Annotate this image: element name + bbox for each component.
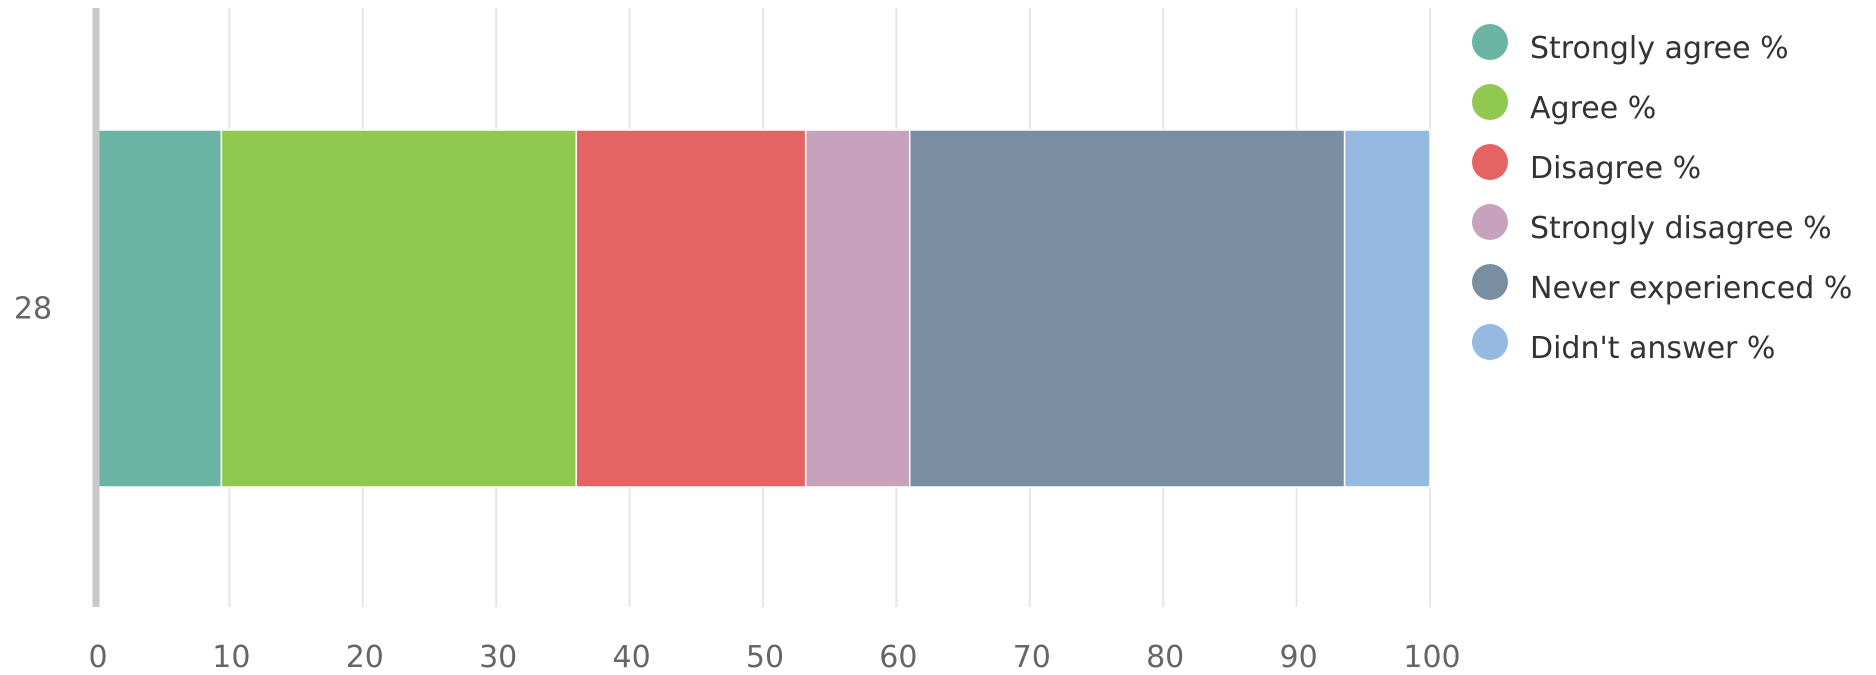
legend-label: Didn't answer % [1530, 331, 1775, 366]
bar-segment[interactable] [804, 129, 911, 488]
legend-marker [1472, 144, 1508, 180]
legend-label: Agree % [1530, 91, 1656, 126]
x-tick-label: 60 [879, 640, 917, 675]
bar-segment[interactable] [908, 129, 1346, 488]
legend-marker [1472, 24, 1508, 60]
legend-item[interactable]: Strongly disagree % [1472, 204, 1832, 246]
legend-label: Strongly agree % [1530, 31, 1789, 66]
legend-marker [1472, 324, 1508, 360]
x-tick-label: 10 [212, 640, 250, 675]
x-tick-label: 50 [746, 640, 784, 675]
x-tick-label: 30 [479, 640, 517, 675]
category-labels: 28 [14, 292, 52, 327]
legend-item[interactable]: Didn't answer % [1472, 324, 1775, 366]
bar-segment[interactable] [1343, 129, 1431, 488]
legend-item[interactable]: Never experienced % [1472, 264, 1852, 306]
legend-label: Strongly disagree % [1530, 211, 1832, 246]
bar-segment[interactable] [575, 129, 807, 488]
x-axis-ticks: 0 10 20 30 40 50 60 70 80 90 100 [88, 640, 1460, 675]
x-tick-label: 40 [613, 640, 651, 675]
legend-item[interactable]: Disagree % [1472, 144, 1701, 186]
legend-item[interactable]: Strongly agree % [1472, 24, 1789, 66]
legend-marker [1472, 84, 1508, 120]
x-tick-label: 80 [1146, 640, 1184, 675]
bar-segment[interactable] [95, 129, 223, 488]
x-tick-label: 0 [88, 640, 107, 675]
legend-marker [1472, 264, 1508, 300]
x-tick-label: 20 [346, 640, 384, 675]
legend: Strongly agree % Agree % Disagree % Strongl… [1472, 24, 1852, 366]
legend-label: Never experienced % [1530, 271, 1852, 306]
category-label: 28 [14, 292, 52, 327]
legend-marker [1472, 204, 1508, 240]
legend-label: Disagree % [1530, 151, 1701, 186]
legend-item[interactable]: Agree % [1472, 84, 1656, 126]
bar-segment[interactable] [220, 129, 577, 488]
x-tick-label: 90 [1280, 640, 1318, 675]
x-tick-label: 70 [1013, 640, 1051, 675]
x-tick-label: 100 [1403, 640, 1460, 675]
bar-segments [95, 129, 1431, 488]
